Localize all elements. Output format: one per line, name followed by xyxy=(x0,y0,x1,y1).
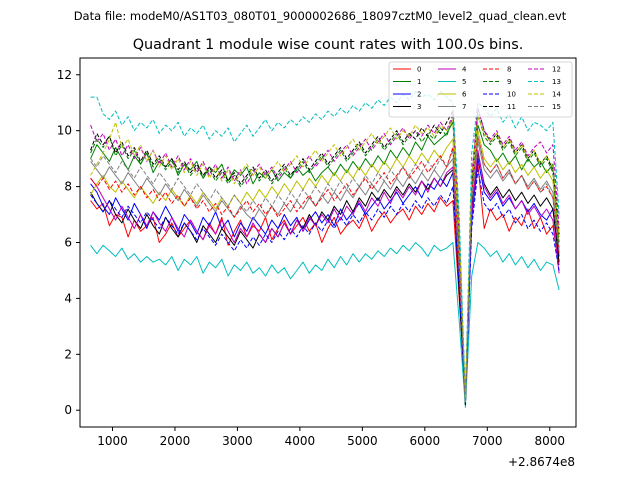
legend-label-3: 3 xyxy=(417,103,421,111)
y-tick-label: 4 xyxy=(64,291,72,305)
legend-label-13: 13 xyxy=(552,78,561,86)
legend-label-10: 10 xyxy=(507,91,516,99)
series-line-10 xyxy=(90,169,560,403)
x-tick-label: 8000 xyxy=(534,434,565,448)
chart-title: Quadrant 1 module wise count rates with … xyxy=(133,37,524,53)
series-line-6 xyxy=(90,130,560,400)
legend-label-6: 6 xyxy=(462,91,467,99)
legend-box xyxy=(388,61,573,118)
x-tick-label: 1000 xyxy=(97,434,128,448)
legend-label-14: 14 xyxy=(552,91,561,99)
y-axis: 0 2 4 6 8 10 12 xyxy=(57,68,80,417)
series-line-0 xyxy=(90,163,560,392)
series-line-14 xyxy=(90,116,560,403)
x-axis: 1000 2000 3000 4000 5000 6000 7000 8000 xyxy=(97,427,565,448)
y-tick-label: 0 xyxy=(64,403,72,417)
y-tick-label: 8 xyxy=(64,180,72,194)
x-offset-label: +2.8674e8 xyxy=(508,455,575,469)
legend-label-7: 7 xyxy=(462,103,466,111)
series-line-12 xyxy=(90,107,560,403)
x-tick-label: 4000 xyxy=(285,434,316,448)
series-line-15 xyxy=(90,135,560,403)
figure-suptitle: Data file: modeM0/AS1T03_080T01_90000026… xyxy=(74,9,567,23)
x-tick-label: 6000 xyxy=(410,434,441,448)
series-line-9 xyxy=(90,113,560,406)
x-tick-label: 5000 xyxy=(347,434,378,448)
legend-label-2: 2 xyxy=(417,91,421,99)
legend-label-11: 11 xyxy=(507,103,516,111)
legend-label-1: 1 xyxy=(417,78,421,86)
series-line-7 xyxy=(90,141,560,403)
legend-label-9: 9 xyxy=(507,78,511,86)
legend-label-5: 5 xyxy=(462,78,466,86)
legend-label-15: 15 xyxy=(552,103,561,111)
legend-label-4: 4 xyxy=(462,66,467,74)
x-tick-label: 2000 xyxy=(160,434,191,448)
y-tick-label: 6 xyxy=(64,236,72,250)
series-line-3 xyxy=(90,152,560,406)
x-tick-label: 7000 xyxy=(472,434,503,448)
y-tick-label: 12 xyxy=(57,68,72,82)
x-tick-label: 3000 xyxy=(222,434,253,448)
series-line-5 xyxy=(90,242,560,408)
series-line-11 xyxy=(90,107,560,406)
series-layer xyxy=(90,91,560,408)
legend-label-8: 8 xyxy=(507,66,511,74)
series-line-8 xyxy=(90,135,560,403)
y-tick-label: 2 xyxy=(64,347,72,361)
legend-label-12: 12 xyxy=(552,66,561,74)
y-tick-label: 10 xyxy=(57,124,72,138)
legend-label-0: 0 xyxy=(417,66,421,74)
series-line-4 xyxy=(90,149,560,403)
